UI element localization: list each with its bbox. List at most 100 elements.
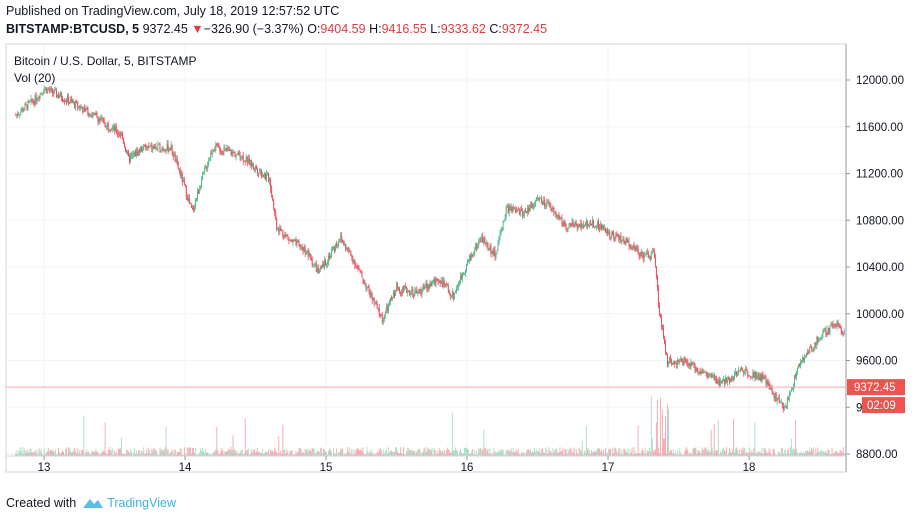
- volume-bar: [28, 452, 30, 456]
- volume-bar: [572, 451, 574, 456]
- volume-bar: [811, 448, 813, 456]
- candle-body: [350, 251, 352, 255]
- volume-bar: [223, 454, 225, 456]
- volume-bar: [296, 453, 298, 456]
- volume-bar: [612, 447, 614, 456]
- candle-body: [58, 96, 60, 98]
- volume-bar: [387, 447, 389, 456]
- candle-body: [324, 260, 326, 266]
- candle-body: [568, 223, 570, 229]
- candle-body: [104, 123, 106, 127]
- volume-bar: [610, 448, 612, 456]
- volume-bar: [765, 450, 767, 456]
- volume-bar: [745, 451, 747, 456]
- volume-bar: [142, 451, 144, 456]
- volume-bar: [657, 447, 659, 456]
- volume-bar: [17, 454, 19, 456]
- volume-bar: [26, 449, 28, 456]
- price-chart[interactable]: 12000.00 11600.00 11200.00 10800.00 10400.00…: [0, 42, 920, 490]
- candle-body: [652, 251, 654, 253]
- volume-bar: [39, 451, 41, 456]
- volume-bar: [74, 447, 76, 456]
- tradingview-logo-icon[interactable]: [82, 496, 104, 510]
- volume-bar: [781, 447, 783, 456]
- volume-bar: [491, 452, 493, 456]
- volume-bar: [285, 453, 287, 456]
- open-label: O:: [307, 22, 321, 36]
- candle-body: [403, 286, 405, 290]
- volume-bar: [726, 454, 728, 456]
- volume-bar: [703, 448, 705, 456]
- volume-bar: [241, 449, 243, 456]
- candle-body: [795, 372, 797, 377]
- candle-body: [552, 207, 554, 210]
- candle-body: [738, 370, 740, 375]
- volume-bar: [755, 453, 757, 456]
- candle-body: [468, 260, 470, 262]
- volume-bar: [218, 454, 220, 456]
- candle-body: [302, 247, 304, 252]
- volume-bar: [211, 454, 213, 456]
- volume-bar: [527, 449, 529, 456]
- candle-body: [141, 147, 143, 152]
- volume-bar: [705, 447, 707, 456]
- volume-bar: [76, 453, 78, 456]
- volume-bar: [173, 450, 175, 456]
- volume-bar: [116, 454, 118, 456]
- candle-body: [458, 283, 460, 285]
- volume-bar: [375, 453, 377, 456]
- volume-bar: [520, 452, 522, 456]
- candle-body: [481, 236, 483, 242]
- volume-bar: [193, 453, 195, 456]
- volume-bar: [805, 450, 807, 456]
- candle-body: [436, 279, 438, 280]
- volume-bar: [345, 454, 347, 456]
- candle-body: [289, 240, 291, 241]
- volume-bar: [393, 451, 395, 456]
- candle-body: [472, 254, 474, 255]
- candle-body: [364, 283, 366, 285]
- candle-body: [109, 130, 111, 131]
- volume-bar: [501, 450, 503, 456]
- candle-body: [408, 290, 410, 292]
- candle-body: [514, 208, 516, 210]
- volume-bar: [77, 448, 79, 456]
- volume-bar: [275, 450, 277, 456]
- volume-bar: [150, 453, 152, 456]
- volume-bar: [198, 454, 200, 456]
- candle-body: [789, 391, 791, 394]
- candle-body: [495, 254, 497, 258]
- candle-body: [806, 352, 808, 356]
- candle-body: [263, 175, 265, 177]
- candle-body: [499, 233, 501, 237]
- chart-canvas[interactable]: 12000.0011600.0011200.0010800.0010400.00…: [0, 42, 920, 490]
- volume-bar: [791, 449, 793, 456]
- candle-body: [59, 93, 61, 97]
- volume-bar: [788, 454, 790, 456]
- volume-bar: [335, 453, 337, 456]
- volume-bar: [743, 447, 745, 456]
- candle-body: [722, 379, 724, 382]
- volume-bar: [711, 447, 713, 456]
- candle-body: [393, 292, 395, 296]
- volume-bar: [46, 450, 48, 456]
- candle-body: [666, 352, 668, 354]
- candle-body: [419, 289, 421, 291]
- volume-bar: [577, 453, 579, 456]
- volume-bar: [57, 447, 59, 456]
- candle-body: [93, 113, 95, 114]
- candle-body: [676, 362, 678, 366]
- volume-bar: [451, 412, 453, 456]
- candle-body: [567, 228, 569, 230]
- candle-body: [810, 346, 812, 348]
- candle-body: [60, 93, 62, 99]
- candle-body: [235, 154, 237, 158]
- candle-body: [549, 202, 551, 205]
- volume-bar: [763, 447, 765, 456]
- candle-body: [247, 157, 249, 164]
- candle-body: [281, 230, 283, 232]
- candle-body: [400, 291, 402, 293]
- volume-bar: [735, 448, 737, 456]
- tradingview-link[interactable]: TradingView: [107, 496, 176, 510]
- candle-body: [843, 330, 845, 334]
